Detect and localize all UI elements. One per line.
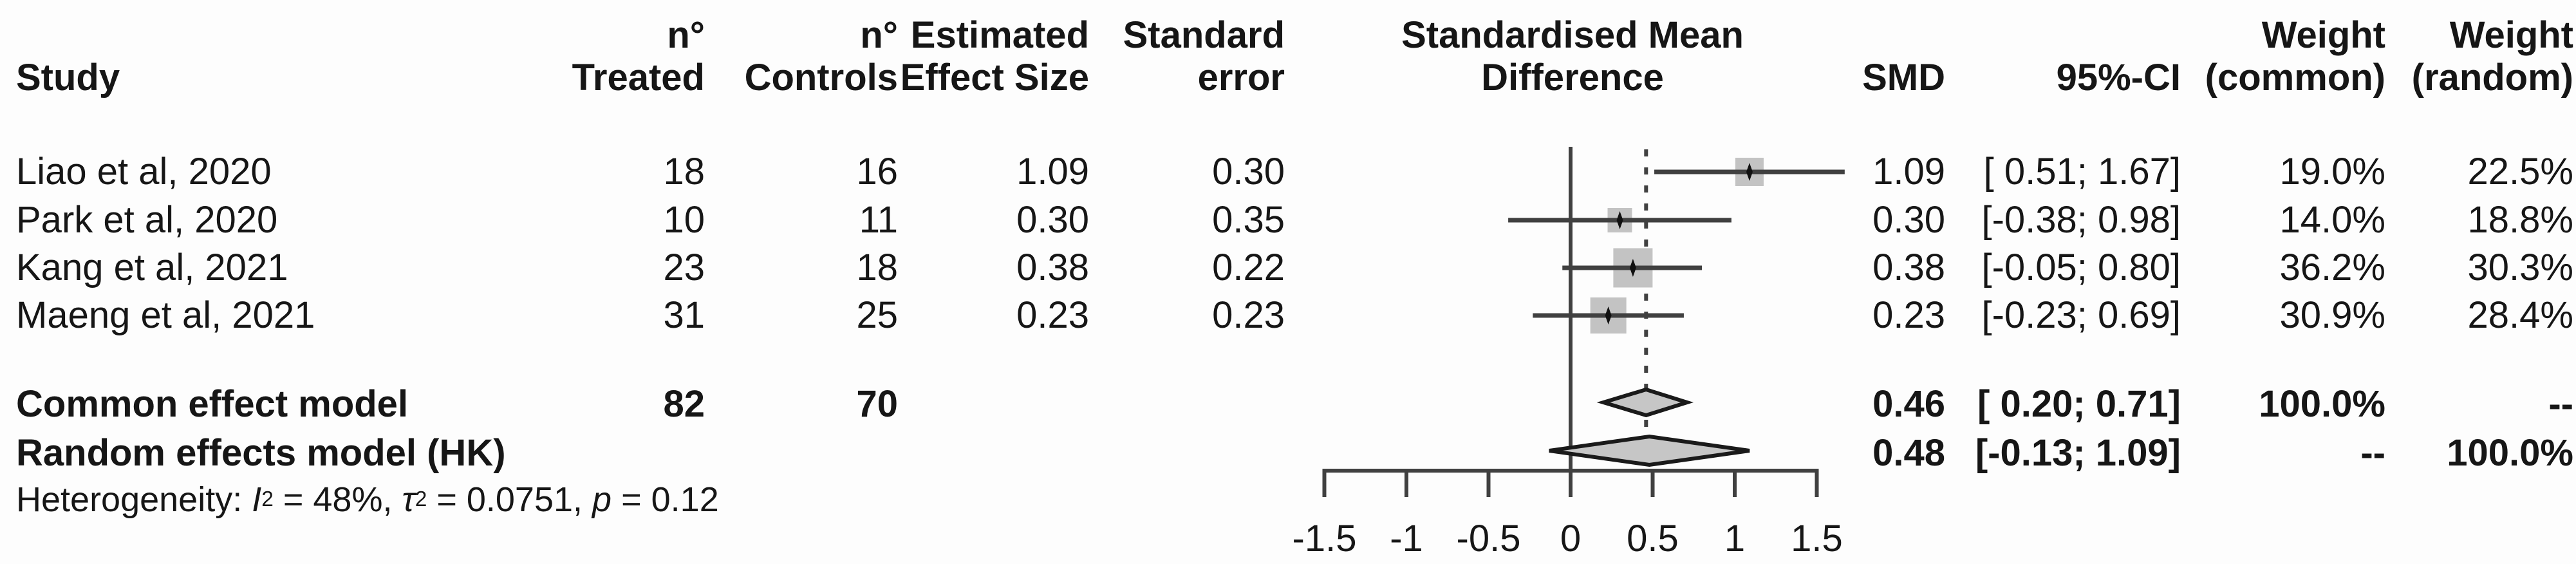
standard-error: 0.23 <box>1212 294 1285 336</box>
point-estimate-marker <box>1616 211 1623 229</box>
ci-value: [-0.13; 1.09] <box>1975 432 2181 474</box>
summary-label: Random effects model (HK) <box>16 432 506 474</box>
header-weight-random-2: (random) <box>2411 57 2573 99</box>
het-p-symbol: p <box>592 480 612 519</box>
header-ci: 95%-CI <box>2056 57 2181 99</box>
n-treated: 31 <box>663 294 705 336</box>
smd-value: 0.38 <box>1872 247 1945 288</box>
header-row-1: n° n° Estimated Standard Standardised Me… <box>0 14 2576 57</box>
header-effect-2: Effect Size <box>900 57 1089 99</box>
header-n-treated-1: n° <box>667 14 705 56</box>
header-plot-2: Difference <box>1481 57 1664 99</box>
header-weight-random-1: Weight <box>2449 14 2573 56</box>
het-i-symbol: I <box>252 480 262 519</box>
n-controls: 18 <box>856 247 898 288</box>
het-prefix: Heterogeneity: <box>16 480 252 519</box>
table-row: Park et al, 2020 10 11 0.30 0.35 0.30 [-… <box>0 195 2576 245</box>
n-treated <box>444 428 705 478</box>
weight-random: 18.8% <box>2467 199 2573 241</box>
weight-random: -- <box>2548 383 2573 425</box>
het-i-value: = 48%, <box>273 480 402 519</box>
axis-tick-label: 0 <box>1560 518 1581 559</box>
study-label: Park et al, 2020 <box>16 199 278 241</box>
summary-label: Common effect model <box>16 383 409 425</box>
header-weight-common-1: Weight <box>2261 14 2385 56</box>
table-row: Kang et al, 2021 23 18 0.38 0.22 0.38 [-… <box>0 243 2576 293</box>
weight-common: -- <box>2360 432 2385 474</box>
axis-tick-label: -0.5 <box>1457 518 1521 559</box>
header-effect-1: Estimated <box>910 14 1089 56</box>
n-controls: 11 <box>859 199 898 241</box>
ci-value: [ 0.51; 1.67] <box>1983 151 2181 193</box>
n-treated: 82 <box>663 383 705 425</box>
ci-value: [-0.05; 0.80] <box>1981 247 2181 288</box>
study-label: Liao et al, 2020 <box>16 151 272 193</box>
header-se-1: Standard <box>1123 14 1285 56</box>
smd-value: 0.46 <box>1872 383 1945 425</box>
weight-common: 30.9% <box>2279 294 2385 336</box>
point-estimate-marker <box>1746 163 1753 181</box>
header-smd: SMD <box>1862 57 1945 99</box>
standard-error: 0.35 <box>1212 199 1285 241</box>
weight-common: 19.0% <box>2279 151 2385 193</box>
header-n-treated-2: Treated <box>572 57 705 99</box>
header-plot-1: Standardised Mean <box>1401 14 1744 56</box>
header-study: Study <box>16 57 120 99</box>
het-p-value: = 0.12 <box>611 480 719 519</box>
smd-value: 0.30 <box>1872 199 1945 241</box>
n-treated: 10 <box>663 199 705 241</box>
n-controls: 70 <box>856 383 898 425</box>
axis-tick-label: -1.5 <box>1293 518 1357 559</box>
effect-size: 1.09 <box>1016 151 1089 193</box>
ci-value: [-0.23; 0.69] <box>1981 294 2181 336</box>
n-controls: 16 <box>856 151 898 193</box>
standard-error: 0.22 <box>1212 247 1285 288</box>
axis-tick-label: 1 <box>1724 518 1745 559</box>
weight-common: 14.0% <box>2279 199 2385 241</box>
axis-tick-label: 1.5 <box>1791 518 1843 559</box>
n-treated: 23 <box>663 247 705 288</box>
header-n-controls-1: n° <box>860 14 898 56</box>
weight-common: 100.0% <box>2259 383 2385 425</box>
axis-tick-label: -1 <box>1390 518 1423 559</box>
summary-row-random: Random effects model (HK) 0.48 [-0.13; 1… <box>0 428 2576 478</box>
header-n-controls-2: Controls <box>744 57 898 99</box>
smd-value: 1.09 <box>1872 151 1945 193</box>
het-tau-symbol: τ <box>402 480 415 519</box>
het-tau-value: = 0.0751, <box>427 480 593 519</box>
header-weight-common-2: (common) <box>2205 57 2385 99</box>
smd-value: 0.23 <box>1872 294 1945 336</box>
point-estimate-marker <box>1605 306 1612 324</box>
ci-value: [ 0.20; 0.71] <box>1977 383 2181 425</box>
weight-random: 100.0% <box>2447 432 2573 474</box>
smd-value: 0.48 <box>1872 432 1945 474</box>
n-controls <box>711 428 898 478</box>
axis-tick-label: 0.5 <box>1627 518 1679 559</box>
study-label: Kang et al, 2021 <box>16 247 288 288</box>
study-label: Maeng et al, 2021 <box>16 294 315 336</box>
summary-row-common: Common effect model 82 70 0.46 [ 0.20; 0… <box>0 379 2576 429</box>
n-treated: 18 <box>663 151 705 193</box>
weight-random: 28.4% <box>2467 294 2573 336</box>
effect-size: 0.30 <box>1016 199 1089 241</box>
header-row-2: Study Treated Controls Effect Size error… <box>0 57 2576 99</box>
summary-diamond <box>1596 387 1694 418</box>
table-row: Maeng et al, 2021 31 25 0.23 0.23 0.23 [… <box>0 290 2576 341</box>
weight-random: 22.5% <box>2467 151 2573 193</box>
header-se-2: error <box>1197 57 1285 99</box>
standard-error: 0.30 <box>1212 151 1285 193</box>
ci-value: [-0.38; 0.98] <box>1981 199 2181 241</box>
effect-size: 0.23 <box>1016 294 1089 336</box>
table-row: Liao et al, 2020 18 16 1.09 0.30 1.09 [ … <box>0 147 2576 197</box>
point-estimate-marker <box>1629 259 1636 277</box>
effect-size: 0.38 <box>1016 247 1089 288</box>
weight-common: 36.2% <box>2279 247 2385 288</box>
summary-diamond <box>1549 434 1750 467</box>
weight-random: 30.3% <box>2467 247 2573 288</box>
n-controls: 25 <box>856 294 898 336</box>
